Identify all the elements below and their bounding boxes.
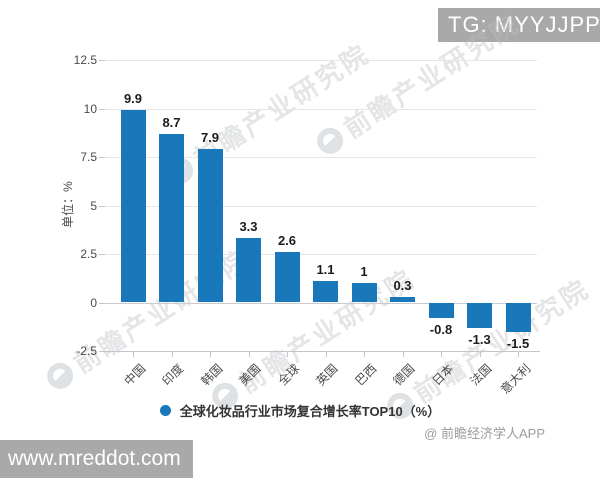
bar-value-label: 1: [360, 264, 368, 280]
tg-watermark-text: TG: MYYJJPP: [448, 12, 600, 37]
bar-value-label: 9.9: [123, 91, 143, 107]
y-axis-tick-label: 12.5: [73, 53, 97, 67]
y-axis-tick: [99, 157, 105, 158]
gridline: [105, 60, 537, 61]
x-category-label: 韩国: [198, 361, 226, 389]
bar-value-label: -1.3: [468, 331, 491, 347]
bar-value-label: 8.7: [162, 114, 181, 130]
bar-value-label: 3.3: [239, 219, 258, 235]
source-credit: @ 前瞻经济学人APP: [424, 426, 545, 441]
x-category-label: 日本: [429, 361, 457, 389]
gridline: [105, 254, 537, 255]
x-axis-tick: [402, 352, 404, 357]
x-axis-tick: [441, 352, 442, 357]
site-watermark-badge: www.mreddot.com: [0, 440, 193, 478]
y-axis-tick: [99, 351, 105, 352]
x-category-label: 意大利: [497, 361, 534, 397]
bar-美国: [236, 238, 261, 303]
x-category-label: 中国: [121, 361, 149, 389]
gridline: [105, 108, 537, 110]
watermark-logo-icon: [41, 357, 78, 394]
x-category-label: 美国: [236, 361, 264, 389]
x-category-label: 英国: [313, 361, 341, 389]
x-axis-tick: [364, 352, 365, 357]
y-axis-title: 单位：%: [60, 181, 75, 228]
bar-value-label: 1.1: [316, 262, 335, 278]
tg-watermark-badge: TG: MYYJJPP: [438, 8, 600, 42]
gridline: [105, 205, 537, 207]
legend-marker-icon: [159, 404, 171, 416]
bar-value-label: 0.3: [393, 277, 412, 293]
x-axis-tick: [479, 352, 481, 357]
bar-德国: [390, 296, 415, 303]
y-axis-tick: [99, 302, 105, 304]
y-axis-tick: [99, 60, 105, 61]
y-axis-tick-label: 5: [90, 198, 97, 213]
bar-value-label: -0.8: [429, 322, 453, 338]
bar-巴西: [351, 283, 377, 303]
site-watermark-text: www.mreddot.com: [8, 447, 181, 470]
x-axis-tick: [171, 352, 173, 357]
bar-value-label: 2.6: [277, 233, 297, 249]
bar-value-label: 7.9: [200, 130, 220, 146]
y-axis-tick: [99, 205, 105, 207]
y-axis-tick: [99, 254, 105, 255]
chart-legend: 全球化妆品行业市场复合增长率TOP10（%）: [0, 400, 600, 420]
x-axis-tick: [210, 352, 211, 357]
bar-日本: [428, 302, 454, 319]
x-axis-tick: [287, 352, 288, 357]
bar-英国: [313, 281, 338, 303]
bar-印度: [159, 133, 184, 303]
bar-value-label: -1.5: [506, 335, 530, 351]
x-axis-tick: [518, 352, 519, 357]
y-axis-tick-label: 2.5: [80, 247, 97, 261]
bar-全球: [274, 252, 300, 303]
y-axis-tick-label: -2.5: [76, 344, 97, 358]
x-axis-tick: [325, 352, 327, 357]
x-category-label: 印度: [159, 361, 187, 389]
x-axis-line: [105, 351, 540, 352]
bar-中国: [120, 110, 146, 303]
bar-韩国: [197, 149, 223, 303]
y-axis-tick: [99, 108, 105, 110]
bar-意大利: [505, 302, 531, 332]
x-category-label: 德国: [390, 361, 418, 389]
watermark-logo-icon: [311, 122, 348, 159]
bar-法国: [467, 302, 492, 328]
x-axis-tick: [133, 352, 134, 357]
x-category-label: 法国: [467, 361, 495, 389]
legend-label: 全球化妆品行业市场复合增长率TOP10（%）: [179, 403, 441, 419]
x-category-label: 全球: [275, 361, 303, 389]
gridline: [105, 157, 537, 158]
y-axis-tick-label: 7.5: [80, 150, 97, 164]
y-axis-tick-label: 0: [90, 295, 97, 310]
x-category-label: 巴西: [352, 361, 380, 389]
y-axis-tick-label: 10: [83, 101, 97, 116]
gridline: [105, 302, 537, 304]
x-axis-tick: [248, 352, 250, 357]
background-watermark: 前瞻产业研究院: [159, 34, 376, 193]
